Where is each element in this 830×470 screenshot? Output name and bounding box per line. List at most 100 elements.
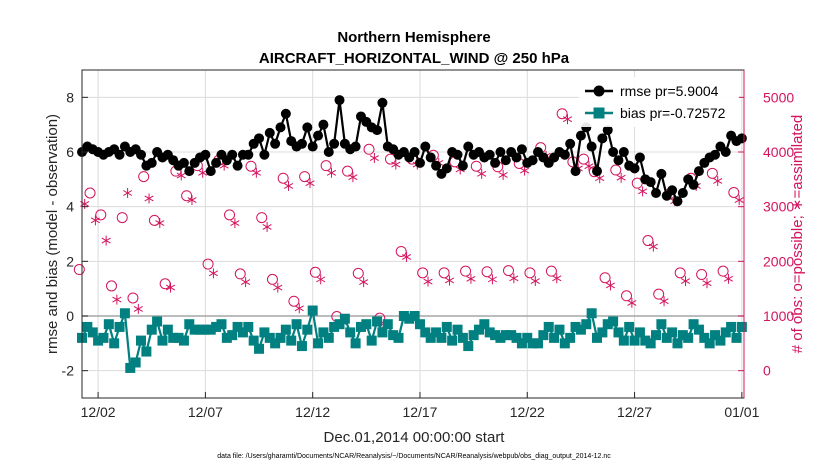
x-axis-label: Dec.01,2014 00:00:00 start [324,429,506,446]
bias-point [409,311,420,321]
rmse-point [490,157,501,168]
assimilated-obs-marker [401,251,412,262]
possible-obs-marker [417,267,429,279]
chart-title-line-1: Northern Hemisphere [337,29,490,46]
rmse-point [409,147,420,157]
bias-point [329,321,340,332]
asterisk-stroke [359,279,369,286]
rmse-point [280,108,291,119]
rmse-point [205,166,216,177]
bias-series [77,305,747,373]
bias-point [468,330,479,341]
bias-point [254,343,265,354]
rmse-point [178,157,189,168]
bias-point [506,330,517,341]
assimilated-obs-marker [262,221,272,232]
possible-obs-marker [245,160,257,172]
possible-obs-marker [95,209,107,221]
possible-obs-marker [642,235,654,247]
bias-point [345,327,356,338]
possible-obs-marker [299,171,311,183]
rmse-point [334,95,345,106]
assimilated-obs-marker [359,277,369,288]
bias-point [82,321,93,332]
y-right-tick-label: 3000 [763,199,794,215]
asterisk-stroke [208,270,219,277]
asterisk-stroke [155,220,165,226]
bias-point [425,332,436,343]
bias-point [237,327,248,338]
possible-obs-marker [384,153,396,165]
bias-point [479,319,490,330]
x-tick-label: 12/17 [402,404,437,420]
asterisk-stroke [466,275,476,282]
asterisk-stroke [316,276,326,283]
asterisk-stroke [176,172,186,179]
bias-point [216,319,227,330]
asterisk-stroke [713,178,723,184]
possible-obs-marker [717,265,729,277]
possible-obs-marker [556,108,568,120]
asterisk-stroke [262,223,272,230]
assimilated-obs-marker [316,274,326,285]
y-tick-label: 8 [66,89,74,105]
x-tick-label: 12/02 [81,404,116,420]
y-right-tick-label: 5000 [763,89,794,105]
bias-point [361,319,372,330]
assimilated-obs-marker [702,278,712,289]
bias-point [538,330,549,341]
bias-point [162,324,173,335]
bias-point [350,338,361,349]
bias-point [291,319,302,330]
assimilated-obs-marker [487,274,497,285]
bias-point [704,338,715,349]
y-tick-label: 6 [66,144,74,160]
possible-obs-marker [363,143,375,155]
legend-rmse-label: rmse pr=5.9004 [620,83,719,99]
possible-obs-marker [545,265,557,277]
bias-point [436,332,447,343]
asterisk-stroke [595,175,605,182]
rmse-point [184,166,195,177]
bias-point [586,308,597,319]
possible-obs-marker [116,212,128,224]
rmse-point [527,155,538,166]
bias-point [484,327,495,338]
asterisk-stroke [144,195,154,202]
rmse-point [372,125,383,136]
bias-point [355,321,366,332]
bias-point [130,357,141,368]
rmse-point [672,196,683,207]
assimilated-obs-marker [133,303,143,314]
rmse-point [463,141,474,152]
rmse-point [307,141,318,152]
bias-point [431,327,442,338]
bias-point [93,335,104,346]
assimilated-obs-marker [101,235,111,246]
asterisk-stroke [616,174,626,181]
rmse-point [146,157,157,168]
bias-point [275,332,286,343]
asterisk-stroke [369,155,379,161]
assimilated-obs-marker [176,170,186,181]
assimilated-obs-marker [305,178,315,189]
bias-point [710,330,721,341]
asterisk-stroke [723,275,734,282]
possible-obs-marker [460,265,472,277]
rmse-point [318,119,329,130]
bias-point [264,332,275,343]
bias-point [597,327,608,338]
assimilated-obs-marker [659,296,669,307]
rmse-series [77,95,747,207]
assimilated-obs-marker [584,161,594,172]
rmse-point [275,122,286,133]
bias-point [511,332,522,343]
asterisk-stroke [530,278,540,284]
assimilated-obs-marker [241,277,251,288]
bias-point [141,346,152,357]
bias-point [221,332,232,343]
rmse-point [414,157,425,168]
possible-obs-marker [234,268,246,280]
asterisk-stroke [112,296,122,303]
asterisk-stroke [423,278,433,285]
